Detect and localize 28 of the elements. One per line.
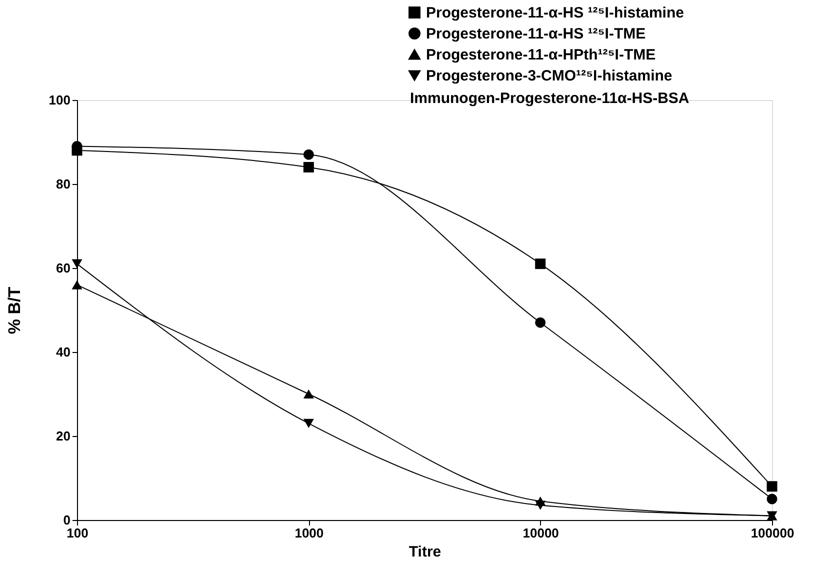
x-tick-label: 10000: [522, 526, 559, 540]
point: [303, 389, 314, 399]
point: [72, 280, 82, 290]
y-tick-label: 0: [63, 512, 70, 528]
y-tick-label: 100: [48, 92, 70, 108]
x-axis-title: Titre: [408, 544, 442, 560]
point: [303, 162, 314, 172]
point: [766, 494, 778, 504]
point: [535, 500, 546, 510]
y-axis-title: % B/T: [4, 286, 24, 334]
y-tick-label: 80: [56, 176, 70, 192]
point: [303, 418, 314, 428]
legend-label: Progesterone-11-α-HS ¹²⁵I-TME: [426, 26, 646, 42]
x-tick-label: 100000: [750, 526, 794, 540]
point: [766, 481, 778, 492]
point: [72, 259, 82, 268]
legend-label: Progesterone-3-CMO¹²⁵I-histamine: [426, 68, 672, 84]
x-tick-label: 100: [66, 526, 88, 540]
y-tick-label: 60: [56, 260, 70, 276]
y-tick-label: 20: [56, 428, 70, 444]
annotation: Immunogen-Progesterone-11α-HS-BSA: [410, 90, 690, 107]
legend-label: Progesterone-11-α-HS ¹²⁵I-histamine: [426, 4, 684, 22]
y-tick-label: 40: [56, 344, 70, 360]
x-tick-label: 1000: [294, 526, 324, 540]
point: [535, 258, 546, 270]
legend-label: Progesterone-11-α-HPth¹²⁵I-TME: [426, 46, 656, 64]
point: [535, 317, 546, 328]
point: [303, 149, 314, 160]
